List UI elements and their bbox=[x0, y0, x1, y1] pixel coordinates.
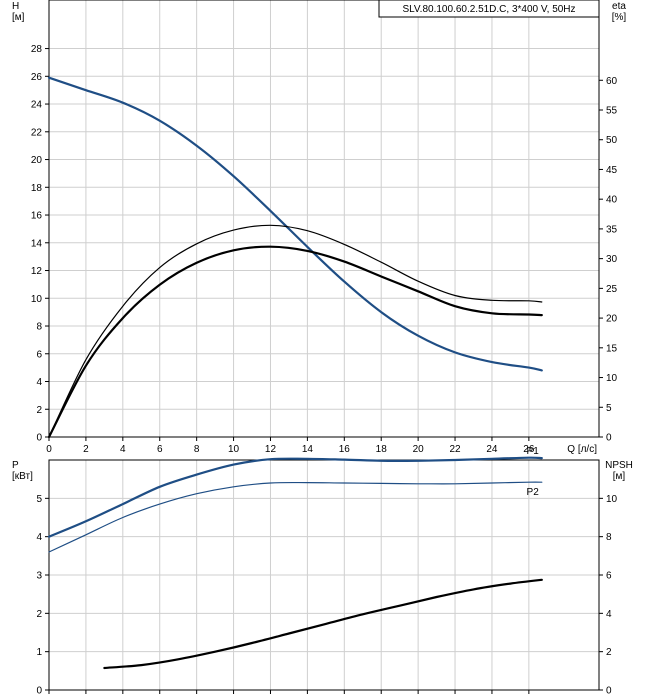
y2tick-label-0-7: 35 bbox=[606, 224, 618, 235]
y2tick-label-1-1: 2 bbox=[606, 647, 612, 658]
xtick-label-1: 2 bbox=[83, 444, 89, 455]
ytick-label-1-1: 1 bbox=[36, 647, 42, 658]
x-axis-label: Q [л/с] bbox=[567, 444, 597, 455]
chart-title-box bbox=[378, 0, 600, 18]
ytick-label-0-12: 24 bbox=[31, 100, 43, 111]
ytick-label-0-2: 4 bbox=[36, 377, 42, 388]
xtick-label-4: 8 bbox=[194, 444, 200, 455]
xtick-label-3: 6 bbox=[157, 444, 163, 455]
y2tick-label-0-8: 40 bbox=[606, 195, 618, 206]
xtick-label-9: 18 bbox=[376, 444, 388, 455]
ytick-label-0-3: 6 bbox=[36, 349, 42, 360]
y-axis-label-1-line-1: [кВт] bbox=[12, 471, 33, 482]
ytick-label-0-9: 18 bbox=[31, 183, 43, 194]
y2tick-label-1-2: 4 bbox=[606, 609, 612, 620]
xtick-label-12: 24 bbox=[486, 444, 498, 455]
xtick-label-2: 4 bbox=[120, 444, 126, 455]
y2tick-label-0-11: 55 bbox=[606, 105, 618, 116]
y2tick-label-0-3: 15 bbox=[606, 343, 618, 354]
ytick-label-0-0: 0 bbox=[36, 433, 42, 444]
xtick-label-6: 12 bbox=[265, 444, 277, 455]
series-line-1-0 bbox=[47, 456, 543, 538]
y2-axis-label-0-line-1: [%] bbox=[612, 12, 627, 23]
ytick-label-1-3: 3 bbox=[36, 571, 42, 582]
y2-axis-label-1-line-0: NPSH bbox=[605, 460, 633, 471]
ytick-label-0-13: 26 bbox=[31, 72, 43, 83]
ytick-label-1-4: 4 bbox=[36, 532, 42, 543]
plot-frame-0 bbox=[48, 0, 600, 438]
ytick-label-0-11: 22 bbox=[31, 127, 43, 138]
y2tick-label-0-0: 0 bbox=[606, 433, 612, 444]
head-efficiency-panel: 0246810121416182022242628051015202530354… bbox=[12, 0, 626, 455]
y2tick-label-0-1: 5 bbox=[606, 403, 612, 414]
series-label-p1: P1 bbox=[527, 446, 540, 457]
series-line-0-1 bbox=[48, 224, 543, 438]
y2tick-label-0-5: 25 bbox=[606, 284, 618, 295]
xtick-label-7: 14 bbox=[302, 444, 314, 455]
y2-axis-label-1-line-1: [м] bbox=[613, 471, 626, 482]
xtick-label-13: 26 bbox=[523, 444, 535, 455]
y2tick-label-1-0: 0 bbox=[606, 686, 612, 697]
ytick-label-1-5: 5 bbox=[36, 494, 42, 505]
y2tick-label-0-4: 20 bbox=[606, 314, 618, 325]
y2tick-label-1-5: 10 bbox=[606, 494, 618, 505]
xtick-label-10: 20 bbox=[413, 444, 425, 455]
chart-title: SLV.80.100.60.2.51D.C, 3*400 V, 50Hz bbox=[402, 4, 575, 15]
ytick-label-1-0: 0 bbox=[36, 686, 42, 697]
y2-axis-label-0-line-0: eta bbox=[612, 1, 626, 12]
ytick-label-0-4: 8 bbox=[36, 322, 42, 333]
ytick-label-0-7: 14 bbox=[31, 238, 43, 249]
xtick-label-11: 22 bbox=[449, 444, 461, 455]
xtick-label-8: 16 bbox=[339, 444, 351, 455]
xtick-label-5: 10 bbox=[228, 444, 240, 455]
y-axis-label-1-line-0: P bbox=[12, 460, 19, 471]
ytick-label-0-1: 2 bbox=[36, 405, 42, 416]
series-label-p2: P2 bbox=[527, 487, 540, 498]
y2tick-label-1-3: 6 bbox=[606, 571, 612, 582]
xtick-label-0: 0 bbox=[46, 444, 52, 455]
y-axis-label-0-line-0: H bbox=[12, 1, 19, 12]
series-line-0-0 bbox=[47, 76, 543, 372]
ytick-label-0-8: 16 bbox=[31, 211, 43, 222]
ytick-label-0-10: 20 bbox=[31, 155, 43, 166]
ytick-label-1-2: 2 bbox=[36, 609, 42, 620]
y2tick-label-0-2: 10 bbox=[606, 373, 618, 384]
y2tick-label-0-9: 45 bbox=[606, 165, 618, 176]
ytick-label-0-14: 28 bbox=[31, 44, 43, 55]
y-axis-label-0-line-1: [м] bbox=[12, 12, 25, 23]
y2tick-label-0-10: 50 bbox=[606, 135, 618, 146]
y2tick-label-0-12: 60 bbox=[606, 76, 618, 87]
series-line-1-1 bbox=[48, 481, 543, 553]
series-line-0-2 bbox=[47, 245, 543, 439]
ytick-label-0-6: 12 bbox=[31, 266, 43, 277]
series-line-1-2 bbox=[103, 578, 543, 670]
y2tick-label-1-4: 8 bbox=[606, 532, 612, 543]
y2tick-label-0-6: 30 bbox=[606, 254, 618, 265]
ytick-label-0-5: 10 bbox=[31, 294, 43, 305]
